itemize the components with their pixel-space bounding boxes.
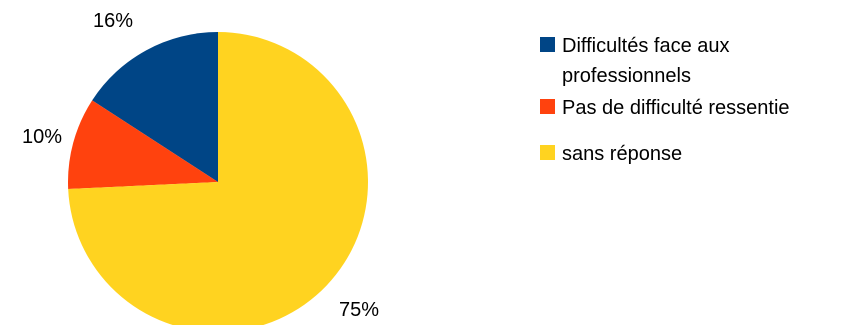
legend-label-1-line-1: Difficultés face aux [562, 35, 730, 57]
legend-label-2: Pas de difficulté ressentie [562, 97, 790, 119]
legend-label-3: sans réponse [562, 143, 682, 165]
pie-slices [67, 32, 368, 325]
pie-slice-1 [92, 32, 218, 182]
slice-percent-label-3: 75% [339, 299, 379, 321]
slice-percent-label-2: 10% [22, 126, 62, 148]
legend-swatch-2 [540, 99, 555, 114]
legend-swatch-1 [540, 37, 555, 52]
slice-percent-label-1: 16% [93, 10, 133, 32]
pie-slice-labels: 16% 10% 75% [22, 10, 379, 321]
legend: Difficultés face aux professionnels Pas de… [540, 35, 790, 165]
legend-swatch-3 [540, 145, 555, 160]
legend-label-1-line-2: professionnels [562, 65, 691, 87]
pie-slice-3 [68, 32, 368, 325]
pie-slice-2 [67, 100, 218, 189]
